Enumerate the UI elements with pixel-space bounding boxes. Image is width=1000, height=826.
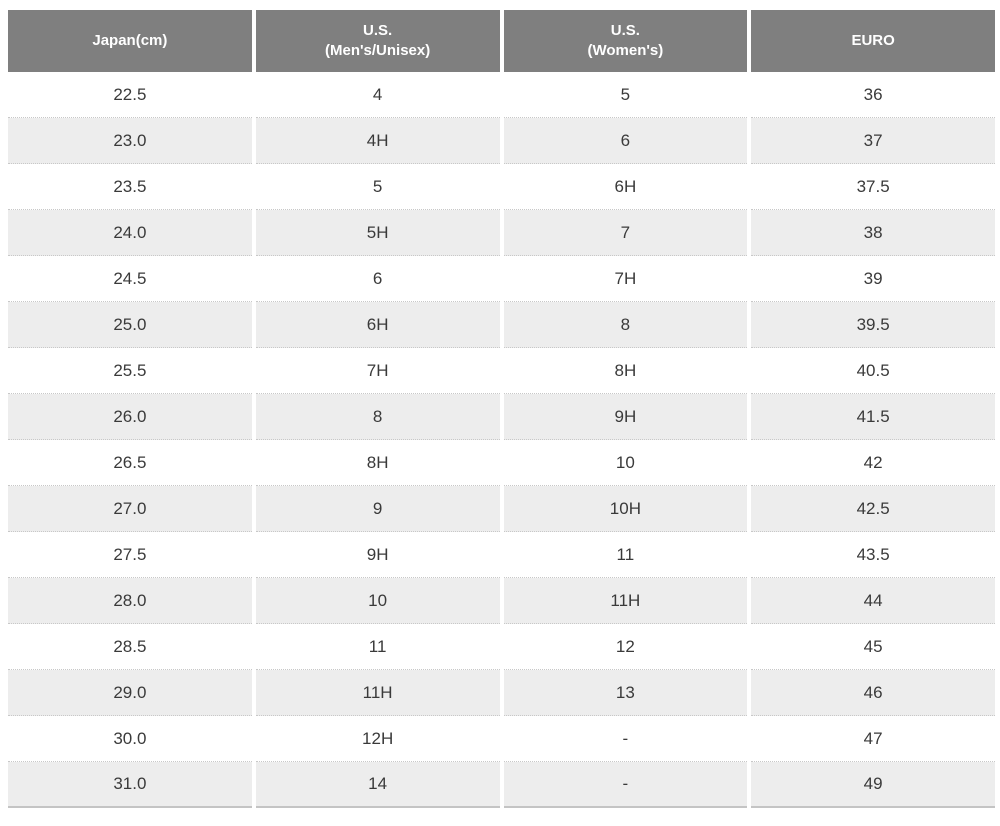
header-cell-us-mens-unisex: U.S. (Men's/Unisex) xyxy=(255,10,500,72)
table-cell-us-womens: 6 xyxy=(503,118,748,164)
table-cell-euro: 43.5 xyxy=(751,532,995,578)
table-row: 30.0 12H -47 xyxy=(8,716,995,762)
header-cell-euro: EURO xyxy=(751,10,995,72)
header-label-line: U.S. xyxy=(363,22,393,39)
table-cell-euro: 36 xyxy=(751,72,995,118)
table-cell-us-mens-unisex: 4 xyxy=(255,72,500,118)
page: Japan(cm) U.S. (Men's/Unisex) U.S. (Women's)… xyxy=(0,10,1000,826)
table-cell-us-womens: 7H xyxy=(503,256,748,302)
table-row: 27.0 9 10H 42.5 xyxy=(8,486,995,532)
table-row: 26.5 8H 10 42 xyxy=(8,440,995,486)
table-cell-japan-cm: 25.0 xyxy=(8,302,252,348)
table-cell-euro: 47 xyxy=(751,716,995,762)
header-cell-japan-cm: Japan(cm) xyxy=(8,10,252,72)
table-cell-euro: 49 xyxy=(751,762,995,808)
table-row: 26.0 8 9H 41.5 xyxy=(8,394,995,440)
table-cell-japan-cm: 22.5 xyxy=(8,72,252,118)
table-cell-us-womens: 5 xyxy=(503,72,748,118)
table-cell-euro: 41.5 xyxy=(751,394,995,440)
table-cell-us-mens-unisex: 5H xyxy=(255,210,500,256)
table-cell-us-womens: 13 xyxy=(503,670,748,716)
table-cell-us-mens-unisex: 10 xyxy=(255,578,500,624)
table-cell-japan-cm: 26.0 xyxy=(8,394,252,440)
table-cell-japan-cm: 24.5 xyxy=(8,256,252,302)
table-row: 27.5 9H 11 43.5 xyxy=(8,532,995,578)
table-cell-us-mens-unisex: 8 xyxy=(255,394,500,440)
table-cell-euro: 38 xyxy=(751,210,995,256)
table-cell-us-womens: - xyxy=(503,762,748,808)
table-header-row: Japan(cm) U.S. (Men's/Unisex) U.S. (Women's)… xyxy=(8,10,995,72)
table-cell-euro: 37 xyxy=(751,118,995,164)
table-cell-japan-cm: 31.0 xyxy=(8,762,252,808)
table-cell-us-womens: 8 xyxy=(503,302,748,348)
table-row: 29.0 11H 13 46 xyxy=(8,670,995,716)
table-cell-us-mens-unisex: 6 xyxy=(255,256,500,302)
header-label-line: (Men's/Unisex) xyxy=(324,42,431,59)
table-cell-us-mens-unisex: 8H xyxy=(255,440,500,486)
table-cell-us-mens-unisex: 14 xyxy=(255,762,500,808)
header-label-line: (Women's) xyxy=(587,42,664,59)
table-cell-euro: 37.5 xyxy=(751,164,995,210)
table-row: 25.0 6H 8 39.5 xyxy=(8,302,995,348)
header-label-line: Japan(cm) xyxy=(92,32,168,49)
table-cell-euro: 40.5 xyxy=(751,348,995,394)
size-conversion-table: Japan(cm) U.S. (Men's/Unisex) U.S. (Women's)… xyxy=(8,10,995,808)
table-row: 24.5 6 7H 39 xyxy=(8,256,995,302)
table-cell-japan-cm: 28.5 xyxy=(8,624,252,670)
table-cell-us-mens-unisex: 6H xyxy=(255,302,500,348)
table-cell-japan-cm: 30.0 xyxy=(8,716,252,762)
table-cell-us-womens: 11H xyxy=(503,578,748,624)
table-cell-euro: 39 xyxy=(751,256,995,302)
table-cell-euro: 44 xyxy=(751,578,995,624)
table-row: 31.0 14-49 xyxy=(8,762,995,808)
table-cell-us-mens-unisex: 12H xyxy=(255,716,500,762)
table-cell-euro: 46 xyxy=(751,670,995,716)
table-cell-us-womens: 11 xyxy=(503,532,748,578)
table-cell-japan-cm: 29.0 xyxy=(8,670,252,716)
header-cell-us-womens: U.S. (Women's) xyxy=(503,10,748,72)
table-cell-us-womens: 6H xyxy=(503,164,748,210)
table-cell-japan-cm: 27.5 xyxy=(8,532,252,578)
table-cell-japan-cm: 26.5 xyxy=(8,440,252,486)
table-cell-japan-cm: 27.0 xyxy=(8,486,252,532)
table-row: 25.5 7H 8H 40.5 xyxy=(8,348,995,394)
table-cell-us-womens: 10H xyxy=(503,486,748,532)
table-row: 28.5 11 12 45 xyxy=(8,624,995,670)
table-row: 22.5 4 5 36 xyxy=(8,72,995,118)
table-row: 28.0 10 11H 44 xyxy=(8,578,995,624)
table-cell-us-womens: 10 xyxy=(503,440,748,486)
table-cell-euro: 42.5 xyxy=(751,486,995,532)
table-cell-us-womens: 9H xyxy=(503,394,748,440)
table-cell-japan-cm: 23.5 xyxy=(8,164,252,210)
table-cell-us-womens: - xyxy=(503,716,748,762)
table-cell-us-mens-unisex: 9 xyxy=(255,486,500,532)
table-cell-us-womens: 12 xyxy=(503,624,748,670)
table-cell-euro: 42 xyxy=(751,440,995,486)
table-row: 23.0 4H 6 37 xyxy=(8,118,995,164)
table-cell-us-mens-unisex: 11H xyxy=(255,670,500,716)
table-cell-us-mens-unisex: 4H xyxy=(255,118,500,164)
table-cell-japan-cm: 25.5 xyxy=(8,348,252,394)
table-cell-japan-cm: 28.0 xyxy=(8,578,252,624)
table-cell-us-mens-unisex: 9H xyxy=(255,532,500,578)
table-row: 24.0 5H 7 38 xyxy=(8,210,995,256)
table-row: 23.5 5 6H 37.5 xyxy=(8,164,995,210)
table-body: 22.5 4 5 36 23.0 4H 6 37 23.5 5 6H 37.5 24.0 5H 7 38 24.… xyxy=(8,72,995,808)
table-cell-us-mens-unisex: 5 xyxy=(255,164,500,210)
table-cell-us-mens-unisex: 7H xyxy=(255,348,500,394)
table-cell-euro: 39.5 xyxy=(751,302,995,348)
table-cell-us-womens: 8H xyxy=(503,348,748,394)
table-cell-us-womens: 7 xyxy=(503,210,748,256)
table-cell-euro: 45 xyxy=(751,624,995,670)
header-label-line: EURO xyxy=(851,32,895,49)
table-cell-japan-cm: 24.0 xyxy=(8,210,252,256)
table-cell-us-mens-unisex: 11 xyxy=(255,624,500,670)
table-cell-japan-cm: 23.0 xyxy=(8,118,252,164)
header-label-line: U.S. xyxy=(610,22,640,39)
